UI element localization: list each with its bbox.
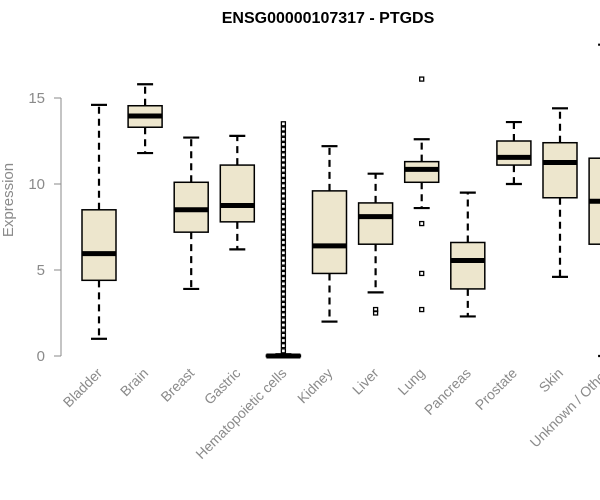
outlier-point	[280, 250, 287, 256]
box-iqr	[403, 160, 440, 184]
box-group	[219, 134, 256, 251]
x-tick-label: Skin	[536, 365, 567, 396]
outlier-point	[280, 327, 287, 333]
outlier-point	[280, 337, 287, 344]
outlier-point	[280, 188, 287, 194]
outlier-point	[280, 136, 287, 142]
outlier-point	[280, 152, 287, 158]
x-tick-label: Gastric	[201, 365, 244, 408]
outlier-point	[280, 167, 287, 173]
outlier-point	[280, 348, 287, 354]
outlier-point	[280, 214, 287, 220]
box-group	[127, 83, 163, 155]
outlier-point	[280, 219, 287, 225]
outlier-point	[280, 172, 287, 179]
outlier-point	[280, 306, 287, 313]
outlier-point	[280, 255, 287, 261]
x-tick-label: Bladder	[60, 365, 106, 411]
outlier-point	[280, 244, 287, 251]
box-iqr	[81, 209, 117, 282]
y-axis: 0 5 10 15	[28, 90, 62, 365]
x-tick-label: Liver	[349, 365, 382, 398]
box-group	[450, 191, 486, 318]
box-group	[588, 43, 600, 358]
outlier-point	[280, 146, 287, 153]
x-tick-label: Prostate	[472, 365, 520, 413]
x-tick-label: Hematopoietic cells	[192, 365, 289, 462]
outlier-point	[419, 76, 425, 82]
x-tick-label: Pancreas	[421, 365, 474, 418]
outlier-point	[280, 317, 287, 323]
outlier-point	[280, 234, 287, 240]
outlier-point	[280, 343, 287, 349]
outlier-point	[280, 312, 287, 318]
outlier-point	[372, 306, 379, 313]
box-group	[311, 145, 348, 323]
box-iqr	[311, 190, 348, 275]
outlier-point	[280, 126, 287, 132]
outlier-point	[280, 239, 287, 246]
box-iqr	[219, 164, 256, 223]
plot-area	[81, 43, 600, 359]
outlier-point	[280, 265, 287, 271]
outlier-point	[280, 162, 287, 168]
chart-title: ENSG00000107317 - PTGDS	[222, 10, 435, 27]
outlier-point	[419, 306, 425, 313]
x-tick-label: Breast	[157, 365, 197, 405]
outlier-point	[280, 131, 287, 137]
outlier-point	[280, 260, 287, 266]
outlier-point	[280, 281, 287, 287]
outlier-point	[280, 301, 287, 308]
outlier-point	[280, 322, 287, 328]
outlier-point	[280, 296, 287, 302]
outlier-point	[280, 193, 287, 199]
outlier-point	[280, 270, 287, 277]
box-iqr	[357, 202, 394, 245]
y-tick-label: 0	[37, 348, 45, 365]
outlier-point	[419, 270, 425, 277]
outlier-point	[280, 291, 287, 297]
box-group	[265, 121, 302, 359]
box-group	[403, 76, 440, 313]
outlier-point	[280, 177, 287, 184]
x-tick-label: Brain	[117, 365, 151, 399]
box-iqr	[542, 141, 578, 199]
outlier-point	[280, 332, 287, 339]
outlier-point	[280, 286, 287, 292]
box-group	[173, 136, 209, 291]
outlier-point	[280, 157, 287, 163]
box-group	[496, 120, 532, 186]
outlier-point	[280, 208, 287, 215]
x-tick-label: Kidney	[294, 365, 336, 407]
outlier-point	[280, 141, 287, 148]
outlier-point	[280, 229, 287, 235]
box-group	[357, 172, 394, 316]
box-group	[81, 103, 117, 340]
outlier-point	[280, 198, 287, 204]
y-axis-label: Expression	[0, 163, 17, 237]
box-iqr	[450, 241, 486, 290]
x-tick-label: Lung	[394, 365, 427, 398]
box-iqr	[496, 140, 532, 166]
y-tick-label: 5	[37, 262, 45, 279]
outlier-point	[280, 224, 287, 230]
outlier-point	[280, 203, 287, 210]
box-group	[542, 107, 578, 278]
outlier-point	[280, 183, 287, 189]
outlier-point	[280, 275, 287, 282]
box-iqr	[173, 181, 209, 233]
y-tick-label: 15	[28, 90, 45, 107]
y-tick-label: 10	[28, 176, 45, 193]
outlier-point	[280, 121, 287, 127]
outlier-point	[419, 220, 425, 227]
